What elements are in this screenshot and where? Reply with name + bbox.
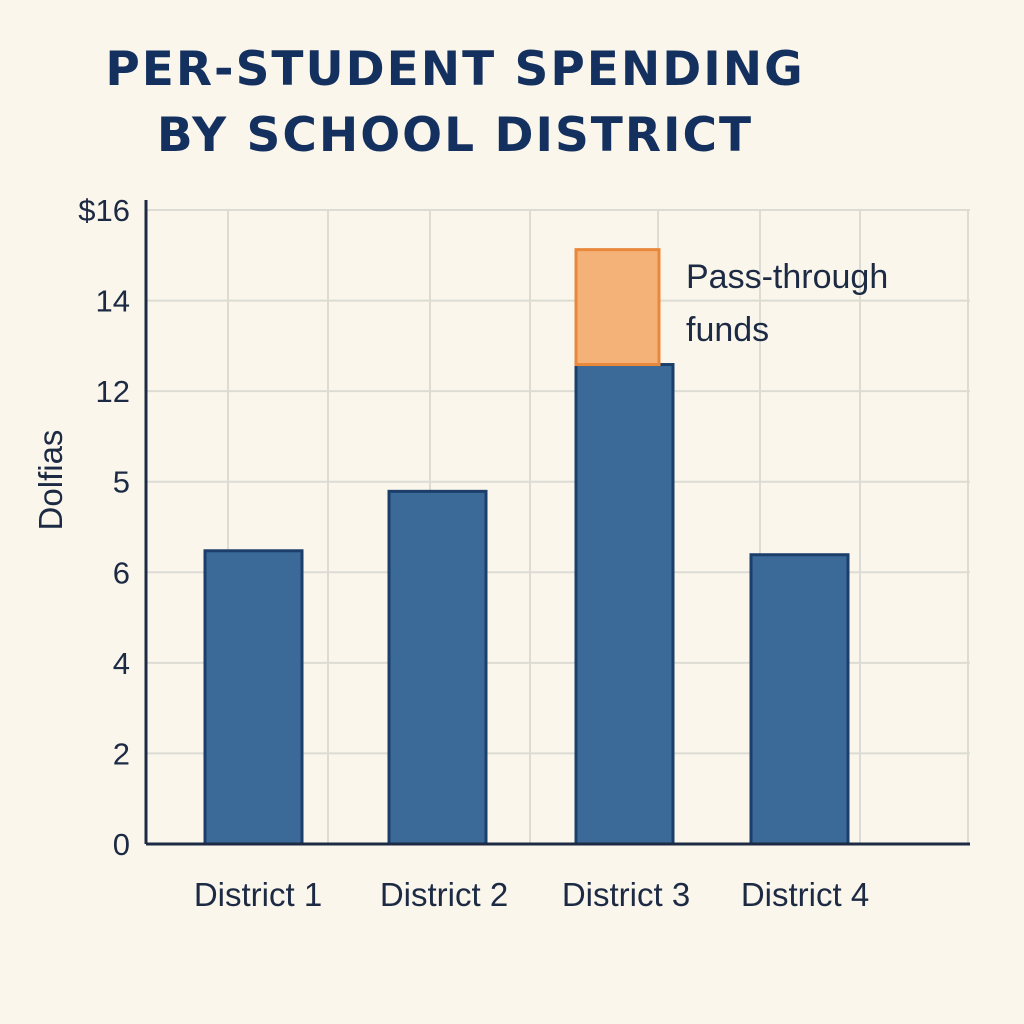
- bar-pass-through-district-3: [574, 248, 661, 367]
- y-tick-label: 0: [113, 827, 130, 862]
- y-tick-label: 6: [113, 555, 130, 590]
- bar-district-3: [574, 363, 675, 846]
- y-tick-label: 4: [113, 646, 130, 681]
- y-tick-label: 12: [96, 374, 130, 409]
- y-tick-label: 14: [96, 284, 130, 319]
- chart-title-line-2: BY SCHOOL DISTRICT: [156, 108, 754, 163]
- bar-district-2: [387, 489, 488, 846]
- annotation-funds: funds: [686, 311, 769, 349]
- y-tick-label: 2: [113, 736, 130, 771]
- x-category-label: District 4: [741, 876, 869, 913]
- annotation-pass-through: Pass-through: [686, 258, 888, 296]
- y-tick-labels: 0 2 4 6 5 12 14 $16: [78, 193, 130, 862]
- bar-district-1: [203, 549, 304, 846]
- x-category-label: District 3: [562, 876, 690, 913]
- chart-title-line-1: PER-STUDENT SPENDING: [105, 42, 805, 97]
- x-category-label: District 1: [194, 876, 322, 913]
- x-category-labels: District 1 District 2 District 3 District 4: [194, 876, 869, 913]
- y-axis-title: Dolfias: [32, 430, 69, 531]
- bar-district-4: [749, 553, 850, 846]
- bars: [203, 248, 850, 846]
- y-tick-label: $16: [78, 193, 130, 228]
- x-category-label: District 2: [380, 876, 508, 913]
- axes: [144, 200, 970, 846]
- y-tick-label: 5: [113, 465, 130, 500]
